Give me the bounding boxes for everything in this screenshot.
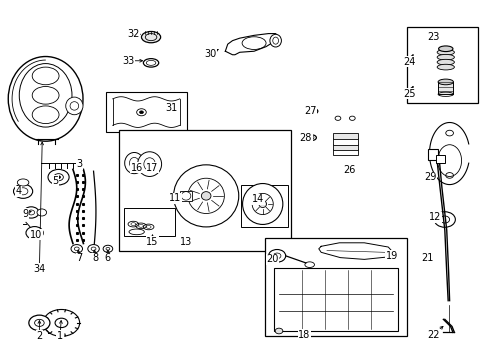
Ellipse shape bbox=[201, 192, 210, 200]
Text: 19: 19 bbox=[385, 251, 397, 261]
Ellipse shape bbox=[268, 249, 285, 262]
Ellipse shape bbox=[14, 184, 33, 198]
Bar bbox=[105, 92, 186, 132]
Text: 6: 6 bbox=[104, 253, 111, 263]
Text: 34: 34 bbox=[33, 264, 45, 274]
Text: 4: 4 bbox=[15, 186, 21, 196]
Ellipse shape bbox=[37, 209, 46, 216]
Bar bbox=[332, 133, 357, 139]
Ellipse shape bbox=[258, 201, 266, 207]
Bar bbox=[407, 27, 477, 103]
Text: 13: 13 bbox=[180, 237, 192, 247]
Ellipse shape bbox=[57, 176, 61, 179]
Text: 20: 20 bbox=[265, 255, 278, 264]
Bar bbox=[437, 82, 452, 94]
Text: 7: 7 bbox=[76, 253, 82, 263]
Ellipse shape bbox=[103, 245, 112, 252]
Ellipse shape bbox=[124, 153, 143, 174]
Bar bbox=[274, 268, 397, 331]
Text: 3: 3 bbox=[76, 159, 82, 169]
Polygon shape bbox=[318, 243, 392, 259]
Bar bbox=[180, 190, 191, 201]
Ellipse shape bbox=[26, 226, 43, 239]
Ellipse shape bbox=[65, 97, 83, 115]
Text: 29: 29 bbox=[424, 172, 436, 182]
Bar bbox=[119, 130, 290, 251]
Ellipse shape bbox=[436, 59, 453, 65]
Text: 1: 1 bbox=[57, 331, 63, 341]
Text: 22: 22 bbox=[427, 329, 439, 339]
Ellipse shape bbox=[141, 31, 160, 43]
Polygon shape bbox=[428, 122, 468, 185]
Ellipse shape bbox=[436, 54, 453, 60]
Text: 21: 21 bbox=[421, 253, 433, 263]
Text: 16: 16 bbox=[130, 163, 142, 173]
Ellipse shape bbox=[29, 315, 50, 330]
Text: 12: 12 bbox=[428, 212, 441, 222]
Text: 27: 27 bbox=[304, 106, 316, 116]
Ellipse shape bbox=[436, 49, 453, 55]
Ellipse shape bbox=[173, 165, 238, 227]
Text: 8: 8 bbox=[92, 253, 98, 263]
Text: 9: 9 bbox=[22, 208, 28, 219]
Bar bbox=[332, 149, 357, 155]
Bar bbox=[427, 149, 437, 159]
Text: 11: 11 bbox=[168, 193, 181, 203]
Text: 31: 31 bbox=[165, 103, 178, 113]
Text: 14: 14 bbox=[251, 194, 264, 204]
Ellipse shape bbox=[438, 46, 452, 51]
Ellipse shape bbox=[139, 111, 143, 114]
Ellipse shape bbox=[17, 179, 29, 186]
Text: 17: 17 bbox=[146, 163, 158, 173]
Text: 2: 2 bbox=[36, 331, 42, 341]
Ellipse shape bbox=[23, 207, 39, 218]
Ellipse shape bbox=[437, 79, 452, 85]
Ellipse shape bbox=[137, 152, 161, 176]
Bar bbox=[240, 185, 287, 226]
Text: 28: 28 bbox=[299, 133, 311, 143]
Text: 33: 33 bbox=[122, 56, 134, 66]
Text: 23: 23 bbox=[427, 32, 439, 42]
Bar bbox=[435, 155, 444, 163]
Text: 30: 30 bbox=[203, 49, 216, 59]
Ellipse shape bbox=[55, 318, 68, 328]
Ellipse shape bbox=[242, 184, 282, 224]
Polygon shape bbox=[225, 33, 278, 55]
Text: 32: 32 bbox=[127, 28, 139, 39]
Ellipse shape bbox=[43, 310, 80, 336]
Ellipse shape bbox=[275, 328, 282, 334]
Text: 25: 25 bbox=[403, 89, 415, 99]
Text: 26: 26 bbox=[342, 165, 354, 175]
Text: 18: 18 bbox=[298, 329, 310, 339]
Bar bbox=[264, 238, 407, 336]
Text: 10: 10 bbox=[30, 230, 42, 240]
Ellipse shape bbox=[8, 57, 83, 141]
Ellipse shape bbox=[433, 212, 454, 227]
Ellipse shape bbox=[88, 244, 99, 253]
Ellipse shape bbox=[19, 64, 72, 127]
Text: 15: 15 bbox=[146, 237, 158, 247]
Bar bbox=[123, 208, 175, 237]
Ellipse shape bbox=[71, 244, 82, 253]
Bar bbox=[332, 144, 357, 150]
Ellipse shape bbox=[48, 170, 69, 185]
Bar bbox=[332, 138, 357, 145]
Text: 5: 5 bbox=[52, 176, 58, 186]
Ellipse shape bbox=[436, 64, 453, 70]
Ellipse shape bbox=[269, 34, 281, 47]
Text: 24: 24 bbox=[403, 57, 415, 67]
